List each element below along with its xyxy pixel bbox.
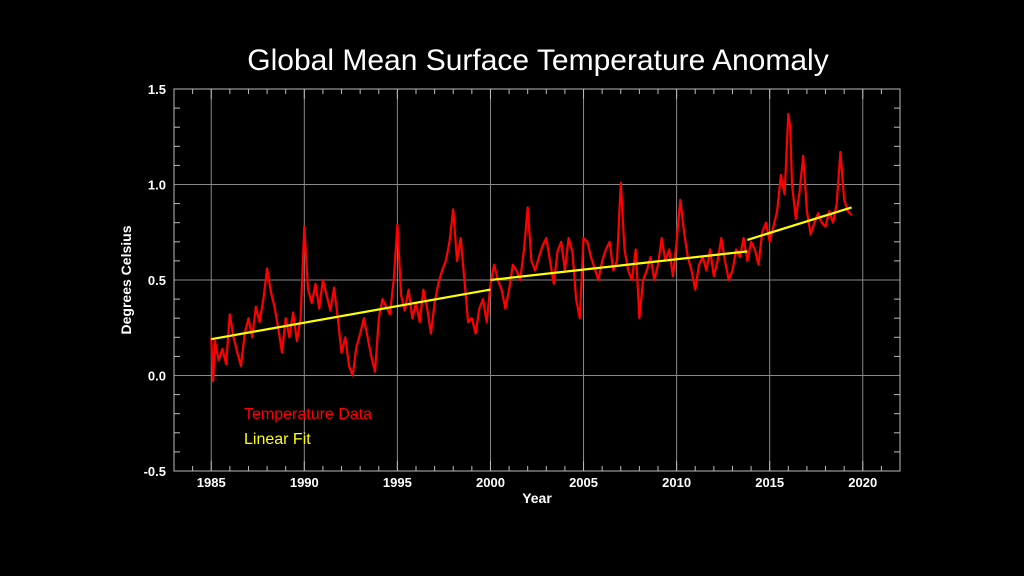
y-axis-ticks: -0.5 0.0 0.5 1.0 1.5	[144, 82, 166, 479]
y-tick-label: 0.0	[148, 369, 166, 384]
x-tick-label: 1985	[197, 475, 226, 490]
x-axis-ticks: 1985 1990 1995 2000 2005 2010 2015 2020	[197, 475, 877, 490]
x-tick-label: 2020	[848, 475, 877, 490]
legend: Temperature Data Linear Fit	[244, 406, 372, 448]
x-tick-label: 2005	[569, 475, 598, 490]
x-tick-label: 1995	[383, 475, 412, 490]
x-tick-label: 2000	[476, 475, 505, 490]
temperature-data-line	[210, 112, 853, 383]
x-tick-label: 2010	[662, 475, 691, 490]
x-tick-label: 2015	[755, 475, 784, 490]
x-tick-label: 1990	[290, 475, 319, 490]
x-axis-label: Year	[522, 490, 552, 506]
y-axis-label: Degrees Celsius	[118, 225, 134, 334]
linear-fit-segment	[490, 250, 748, 282]
legend-linear-fit: Linear Fit	[244, 431, 311, 448]
linear-fit-segment	[747, 206, 852, 241]
y-tick-label: -0.5	[144, 464, 166, 479]
y-tick-label: 1.5	[148, 82, 166, 97]
y-tick-label: 1.0	[148, 178, 166, 193]
chart-title: Global Mean Surface Temperature Anomaly	[247, 44, 829, 77]
y-tick-label: 0.5	[148, 273, 166, 288]
plot-area-frame	[173, 88, 901, 472]
series-layer	[210, 112, 853, 383]
minor-ticks	[173, 89, 901, 471]
legend-temperature-data: Temperature Data	[244, 406, 372, 423]
linear-fit-segment	[211, 288, 491, 341]
